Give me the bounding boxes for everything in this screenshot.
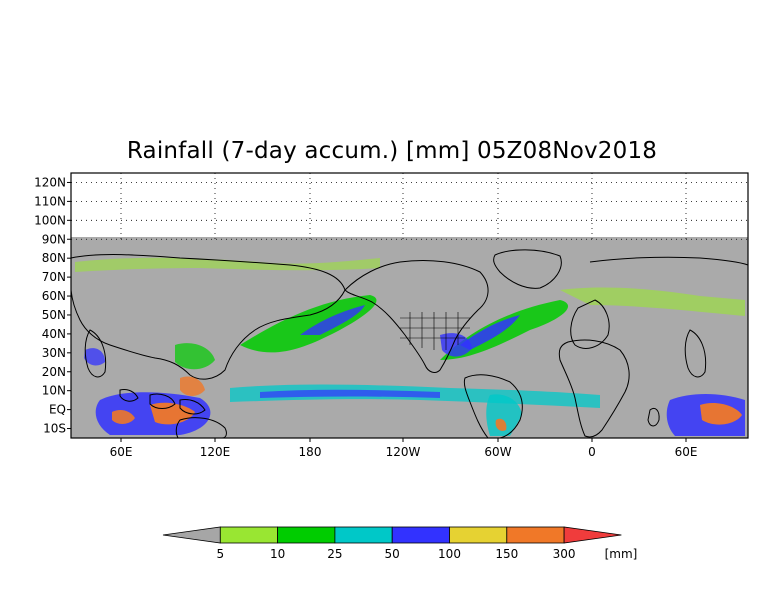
south-china-sea-rain bbox=[180, 376, 205, 396]
colorbar-label: 100 bbox=[438, 547, 461, 561]
gulf-rain bbox=[440, 333, 472, 357]
india-outline bbox=[84, 329, 707, 378]
colorbar-segment bbox=[449, 526, 508, 544]
colorbar-label: 25 bbox=[327, 547, 342, 561]
colorbar-segment bbox=[506, 526, 565, 544]
lat-label: 120N bbox=[34, 175, 66, 189]
rainfall-bands bbox=[75, 257, 745, 436]
lat-label: 40N bbox=[42, 327, 66, 341]
colorbar-segment bbox=[563, 526, 622, 544]
lon-label: 120W bbox=[386, 445, 421, 459]
us-borders bbox=[400, 312, 470, 350]
north-atlantic-rain-core bbox=[460, 315, 520, 350]
east-asia-rain bbox=[175, 343, 215, 370]
map-frame bbox=[70, 172, 749, 439]
indian-ocean-heavy-2 bbox=[112, 410, 135, 424]
lat-label: 110N bbox=[34, 194, 66, 208]
lon-label: 60E bbox=[675, 445, 698, 459]
greenland-outline bbox=[493, 249, 562, 289]
colorbar-segment bbox=[162, 526, 221, 544]
colorbar: 5 10 25 50 100 150 300 [mm] bbox=[162, 526, 638, 561]
north-america-outline bbox=[344, 260, 489, 373]
lon-label: 60W bbox=[484, 445, 511, 459]
lat-label: 10S bbox=[43, 422, 66, 436]
longitude-labels: 60E 120E 180 120W 60W 0 60E bbox=[110, 438, 698, 459]
north-pacific-rain-core bbox=[300, 305, 365, 335]
lon-label: 60E bbox=[110, 445, 133, 459]
colorbar-label: 150 bbox=[495, 547, 518, 561]
us-state-borders bbox=[400, 312, 470, 350]
map-title: Rainfall (7-day accum.) [mm] 05Z08Nov201… bbox=[126, 138, 658, 164]
europe-rain-band bbox=[560, 287, 745, 316]
colorbar-segment bbox=[334, 526, 393, 544]
south-america-rain bbox=[486, 394, 522, 436]
colorbar-label: 50 bbox=[385, 547, 400, 561]
lat-label: 60N bbox=[42, 289, 66, 303]
south-america-outline bbox=[463, 374, 523, 439]
lon-label: 120E bbox=[200, 445, 231, 459]
colorbar-label: 5 bbox=[216, 547, 224, 561]
colorbar-label: 300 bbox=[553, 547, 576, 561]
madagascar-outline bbox=[647, 407, 660, 427]
lat-label: 100N bbox=[34, 213, 66, 227]
arctic-rain-band bbox=[75, 257, 380, 272]
no-data-region bbox=[71, 173, 748, 237]
colorbar-label: 10 bbox=[270, 547, 285, 561]
bay-of-bengal-rain bbox=[84, 348, 105, 366]
lon-label: 0 bbox=[588, 445, 596, 459]
australia-outline bbox=[175, 417, 227, 439]
lat-label: 90N bbox=[42, 232, 66, 246]
maritime-continent-outline bbox=[119, 389, 206, 415]
eurasia-west-outline bbox=[570, 256, 749, 349]
lon-label: 180 bbox=[299, 445, 322, 459]
south-america-heavy bbox=[495, 418, 507, 431]
colorbar-unit: [mm] bbox=[605, 547, 638, 561]
latitude-labels: 120N 110N 100N 90N 80N 70N 60N 50N 40N 30N 20N 10N E… bbox=[34, 175, 71, 436]
lat-label: 70N bbox=[42, 270, 66, 284]
colorbar-segment bbox=[391, 526, 450, 544]
lat-label: 50N bbox=[42, 308, 66, 322]
north-pacific-rain-band bbox=[240, 295, 377, 353]
lat-label: EQ bbox=[49, 403, 66, 417]
colorbar-segment bbox=[219, 526, 279, 544]
graticule bbox=[71, 173, 748, 240]
lat-label: 30N bbox=[42, 346, 66, 360]
lat-label: 20N bbox=[42, 365, 66, 379]
eurasia-outline bbox=[70, 254, 346, 380]
lat-label: 80N bbox=[42, 251, 66, 265]
west-indian-ocean-heavy bbox=[700, 403, 742, 425]
plot-area bbox=[70, 172, 749, 439]
africa-outline bbox=[558, 339, 630, 438]
coastlines bbox=[70, 249, 749, 439]
itcz-rain-core bbox=[260, 389, 440, 398]
colorbar-segment bbox=[277, 526, 336, 544]
lat-label: 10N bbox=[42, 384, 66, 398]
